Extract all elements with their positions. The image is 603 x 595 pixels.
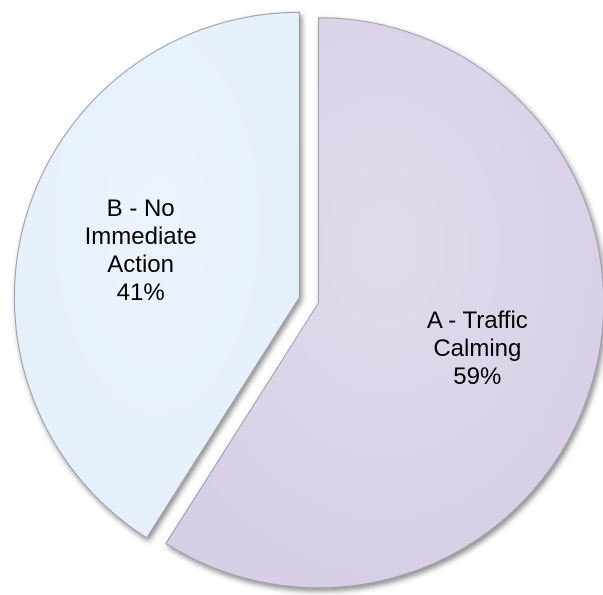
- slice-category: B - No Immediate Action: [84, 195, 197, 279]
- slice-value: 59%: [453, 362, 502, 390]
- slice-category: A - Traffic Calming: [426, 306, 528, 362]
- slice-label: A - Traffic Calming 59%: [402, 307, 552, 391]
- slice-label: B - No Immediate Action 41%: [66, 195, 216, 307]
- slice-value: 41%: [116, 279, 165, 307]
